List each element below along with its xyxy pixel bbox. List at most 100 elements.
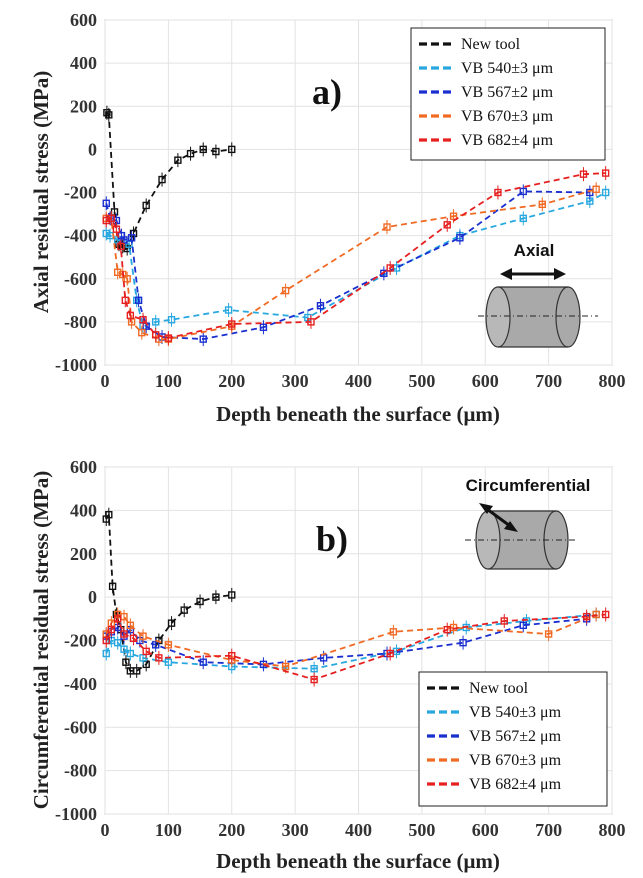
data-point xyxy=(186,149,195,158)
inset-circumferential: Circumferential xyxy=(465,476,591,570)
series-new_tool xyxy=(102,507,236,678)
data-point xyxy=(174,156,182,164)
y-tick-label: 600 xyxy=(70,457,97,477)
data-point xyxy=(310,664,318,673)
data-point xyxy=(123,275,131,283)
legend-a: New tool VB 540±3 μm VB 567±2 μm VB 670±3 μ… xyxy=(410,27,606,161)
x-tick-label: 800 xyxy=(599,371,626,391)
diagonal-double-arrow-icon xyxy=(479,503,518,532)
data-point xyxy=(199,658,207,666)
x-tick-label: 500 xyxy=(408,820,435,840)
series-line xyxy=(105,191,607,328)
data-point xyxy=(199,335,207,343)
data-point xyxy=(126,649,135,658)
legend-entry: New tool xyxy=(469,680,529,697)
data-point xyxy=(167,619,176,627)
y-tick-label: -600 xyxy=(64,717,97,737)
y-axis-label-b: Circumferential residual stress (MPa) xyxy=(29,471,53,809)
x-axis-label-b: Depth beneath the surface (μm) xyxy=(216,849,500,873)
data-point xyxy=(443,221,451,229)
panel-label-a: a) xyxy=(312,72,342,112)
data-point xyxy=(281,662,290,671)
legend-b: New tool VB 540±3 μm VB 567±2 μm VB 670±3 μ… xyxy=(418,671,608,807)
legend-entry: VB 670±3 μm xyxy=(469,752,562,769)
data-point xyxy=(102,636,110,645)
x-tick-label: 800 xyxy=(599,820,626,840)
data-point xyxy=(117,242,125,251)
x-tick-label: 700 xyxy=(535,820,562,840)
data-point xyxy=(113,615,122,623)
data-point xyxy=(126,621,135,630)
y-tick-label: -400 xyxy=(64,674,97,694)
series-line xyxy=(105,613,606,681)
data-point xyxy=(601,610,610,619)
data-point xyxy=(494,188,502,197)
data-point xyxy=(224,306,233,314)
series-vb682 xyxy=(102,607,610,687)
x-tick-label: 0 xyxy=(101,820,110,840)
legend-box-a xyxy=(410,27,606,161)
x-tick-label: 100 xyxy=(155,820,182,840)
data-point xyxy=(167,316,176,324)
data-point xyxy=(500,617,508,625)
data-point xyxy=(103,109,111,117)
data-point xyxy=(459,638,467,647)
data-point xyxy=(538,200,546,209)
data-point xyxy=(113,268,122,276)
y-tick-label: 200 xyxy=(70,544,97,564)
data-point xyxy=(164,334,173,342)
data-point xyxy=(443,625,451,634)
data-point xyxy=(383,223,391,231)
y-tick-label: 400 xyxy=(70,53,97,73)
data-point xyxy=(212,147,220,156)
data-point xyxy=(601,188,610,197)
data-point xyxy=(386,649,394,658)
series-line xyxy=(105,172,606,339)
x-tick-label: 0 xyxy=(101,371,110,391)
legend-entry: VB 670±3 μm xyxy=(461,108,554,125)
x-tick-label: 300 xyxy=(282,371,309,391)
y-axis-label-a: Axial residual stress (MPa) xyxy=(29,71,53,313)
data-point xyxy=(592,610,600,619)
legend-entry: VB 682±4 μm xyxy=(461,132,554,149)
y-tick-label: -800 xyxy=(64,761,97,781)
data-point xyxy=(544,630,553,638)
inset-circumferential-label: Circumferential xyxy=(466,476,591,495)
data-point xyxy=(281,286,290,295)
panel-label-b: b) xyxy=(316,519,348,559)
data-point xyxy=(449,212,458,220)
y-tick-label: -600 xyxy=(64,269,97,289)
data-point xyxy=(120,630,128,638)
x-tick-label: 400 xyxy=(345,371,372,391)
data-point xyxy=(151,318,160,326)
data-point xyxy=(386,264,394,272)
data-point xyxy=(129,229,138,238)
data-point xyxy=(129,634,138,643)
cylinder-icon xyxy=(465,510,578,570)
data-point xyxy=(105,511,113,519)
data-point xyxy=(139,632,147,640)
data-point xyxy=(519,187,527,196)
y-tick-label: -200 xyxy=(64,183,97,203)
data-point xyxy=(579,170,588,178)
x-tick-label: 100 xyxy=(155,371,182,391)
data-point xyxy=(126,311,135,320)
legend-entry: VB 540±3 μm xyxy=(469,704,562,721)
inset-axial: Axial xyxy=(478,241,598,348)
legend-entry: VB 567±2 μm xyxy=(469,728,562,745)
data-point xyxy=(102,649,110,658)
data-point xyxy=(102,216,110,225)
data-point xyxy=(519,214,527,223)
x-tick-label: 700 xyxy=(535,371,562,391)
legend-entry: VB 540±3 μm xyxy=(461,60,554,77)
data-point xyxy=(139,316,147,324)
series-group-a xyxy=(102,105,610,347)
series-group-b xyxy=(102,507,610,687)
data-point xyxy=(151,331,160,339)
data-point xyxy=(164,641,173,649)
data-point xyxy=(108,582,117,590)
